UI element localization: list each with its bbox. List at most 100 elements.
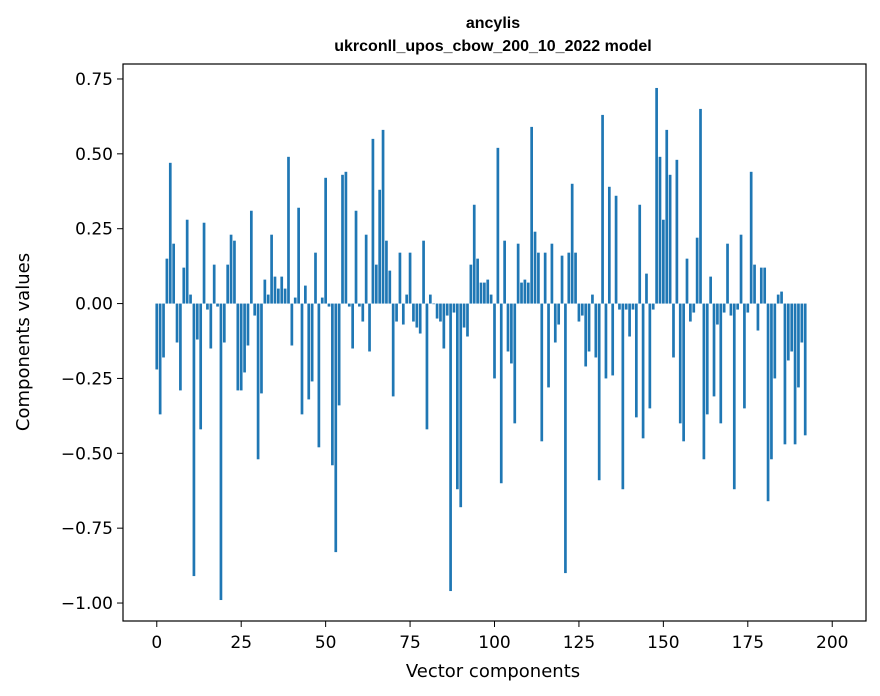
x-tick-label: 50 bbox=[315, 633, 337, 653]
chart-subtitle: ukrconll_upos_cbow_200_10_2022 model bbox=[334, 38, 651, 55]
bar bbox=[803, 303, 807, 436]
bar bbox=[479, 282, 483, 304]
bar bbox=[540, 303, 544, 442]
bar bbox=[537, 252, 540, 304]
bar bbox=[155, 303, 159, 370]
bar bbox=[469, 264, 473, 304]
bar bbox=[452, 303, 456, 313]
bar bbox=[162, 303, 165, 358]
bar bbox=[395, 303, 398, 322]
bar bbox=[513, 303, 517, 424]
bar bbox=[300, 303, 304, 415]
bar bbox=[466, 303, 469, 337]
bar bbox=[361, 303, 365, 322]
bar bbox=[337, 303, 341, 406]
bar bbox=[158, 303, 162, 415]
bar bbox=[692, 303, 696, 313]
bar bbox=[624, 303, 628, 310]
bar bbox=[493, 303, 496, 379]
bar bbox=[246, 303, 250, 346]
bar bbox=[601, 114, 604, 304]
bar bbox=[763, 267, 767, 304]
y-tick-label: 0.25 bbox=[75, 220, 113, 240]
bar bbox=[753, 264, 756, 304]
bar bbox=[175, 303, 179, 343]
bar bbox=[439, 303, 442, 322]
bar bbox=[354, 210, 358, 304]
bar bbox=[401, 303, 405, 325]
bar bbox=[770, 303, 773, 460]
bar bbox=[773, 303, 777, 379]
bar bbox=[358, 303, 361, 307]
bar bbox=[256, 303, 260, 460]
bar bbox=[270, 234, 273, 304]
bar bbox=[422, 240, 425, 304]
x-tick-label: 0 bbox=[151, 633, 162, 653]
bar bbox=[550, 243, 554, 304]
bar bbox=[503, 240, 506, 304]
bar bbox=[263, 279, 267, 304]
bar bbox=[331, 303, 334, 466]
bar bbox=[310, 303, 314, 382]
chart-title: ancylis bbox=[466, 15, 520, 32]
bar bbox=[567, 252, 571, 304]
bar bbox=[351, 303, 354, 349]
bar bbox=[726, 243, 729, 304]
bar bbox=[459, 303, 463, 508]
bar bbox=[371, 138, 375, 304]
bar bbox=[776, 294, 780, 304]
y-axis-ticks: −1.00 −0.75 −0.50 −0.25 0.00 0.25 0.50 0.75 bbox=[61, 70, 123, 614]
bar bbox=[236, 303, 240, 391]
bar bbox=[195, 303, 199, 340]
bar bbox=[634, 303, 638, 418]
bar bbox=[168, 162, 172, 304]
bar bbox=[307, 303, 311, 400]
bar bbox=[385, 240, 388, 304]
bar bbox=[327, 303, 331, 307]
bar bbox=[780, 291, 783, 304]
bar bbox=[574, 252, 577, 304]
bar bbox=[530, 126, 533, 304]
bar bbox=[506, 303, 510, 352]
bar bbox=[732, 303, 736, 490]
bar bbox=[618, 303, 621, 310]
bar bbox=[739, 234, 743, 304]
bar bbox=[229, 234, 233, 304]
bar bbox=[408, 252, 412, 304]
bar bbox=[587, 303, 591, 352]
bar bbox=[651, 303, 655, 310]
bar bbox=[212, 264, 216, 304]
bar bbox=[347, 303, 351, 307]
y-tick-label: −0.75 bbox=[61, 519, 113, 539]
bar bbox=[655, 87, 658, 304]
bar bbox=[486, 279, 490, 304]
bar bbox=[226, 264, 230, 304]
bar bbox=[682, 303, 685, 442]
x-axis-label: Vector components bbox=[406, 661, 580, 682]
bar bbox=[743, 303, 746, 409]
bar bbox=[672, 303, 675, 358]
bar bbox=[604, 303, 608, 379]
bar bbox=[520, 282, 523, 304]
y-tick-label: −1.00 bbox=[61, 594, 113, 614]
bar bbox=[179, 303, 182, 391]
bar bbox=[243, 303, 246, 373]
y-tick-label: 0.75 bbox=[75, 70, 113, 90]
bar bbox=[297, 207, 300, 304]
bar bbox=[790, 303, 794, 352]
bar bbox=[368, 303, 371, 352]
bar bbox=[689, 303, 692, 322]
bar bbox=[584, 303, 588, 367]
x-tick-label: 100 bbox=[478, 633, 510, 653]
bar-series bbox=[155, 87, 807, 601]
bar bbox=[516, 243, 520, 304]
bar bbox=[800, 303, 804, 343]
bar bbox=[526, 282, 530, 304]
bar bbox=[412, 303, 415, 322]
bar bbox=[523, 279, 527, 304]
bar bbox=[645, 273, 648, 304]
bar bbox=[476, 258, 479, 304]
bar bbox=[533, 231, 537, 304]
bar bbox=[591, 294, 594, 304]
